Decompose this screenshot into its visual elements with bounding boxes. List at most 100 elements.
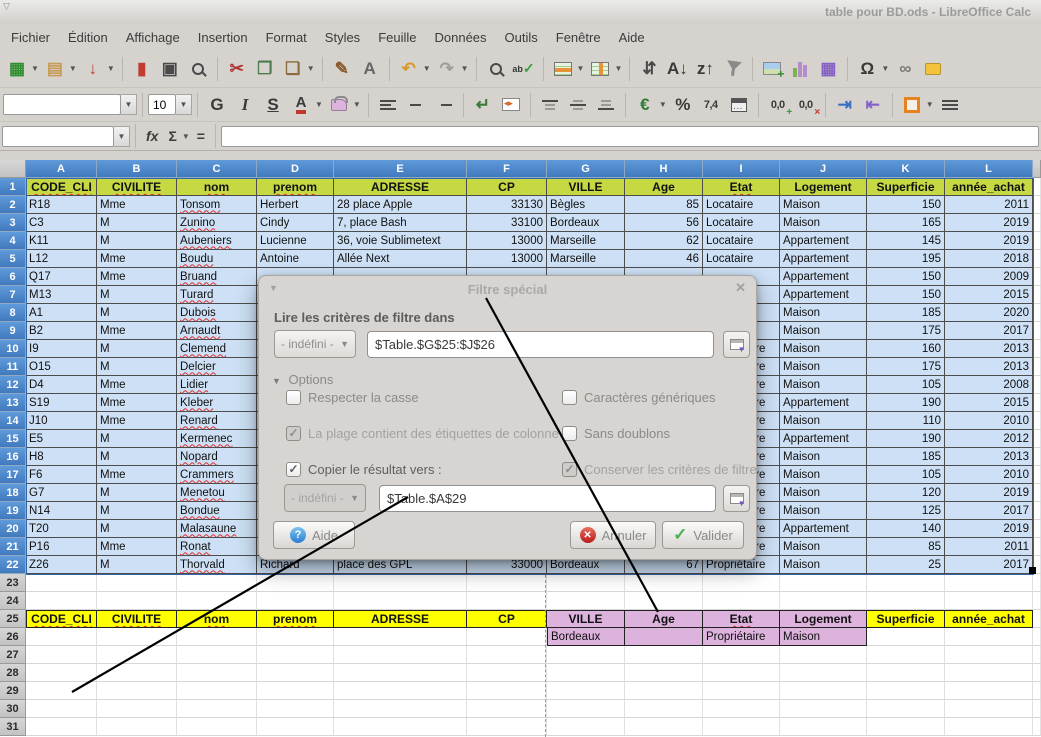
cell[interactable]: 2019 — [945, 232, 1033, 250]
cell[interactable]: 185 — [867, 304, 945, 322]
cell[interactable] — [177, 700, 257, 718]
dialog-rollup-icon[interactable]: ▼ — [269, 283, 278, 293]
row-header-21[interactable]: 21 — [0, 538, 26, 556]
wrap-text-icon[interactable]: ↵ — [475, 94, 490, 114]
cell[interactable]: Renard — [177, 412, 257, 430]
cell[interactable]: Appartement — [780, 430, 867, 448]
cell[interactable]: 175 — [867, 322, 945, 340]
cell[interactable]: 2013 — [945, 340, 1033, 358]
menu-fichier[interactable]: Fichier — [11, 29, 51, 45]
menu-feuille[interactable]: Feuille — [378, 29, 417, 45]
cell[interactable] — [1033, 664, 1041, 682]
cell[interactable]: année_achat — [945, 610, 1033, 628]
cell[interactable]: Maison — [780, 628, 867, 646]
criteria-range-preset-select[interactable]: - indéfini - ▼ — [274, 330, 356, 358]
cell[interactable]: 2017 — [945, 556, 1033, 574]
cell[interactable] — [1033, 412, 1041, 430]
bold-icon[interactable]: G — [210, 94, 224, 114]
cell[interactable]: Bordeaux — [547, 214, 625, 232]
comment-icon[interactable] — [920, 56, 946, 82]
cell[interactable]: CIVILITE — [97, 610, 177, 628]
cell[interactable]: Maison — [780, 556, 867, 574]
cell[interactable]: 105 — [867, 376, 945, 394]
cell[interactable] — [1033, 430, 1041, 448]
cell[interactable] — [26, 664, 97, 682]
undo-dropdown-icon[interactable]: ▼ — [422, 64, 431, 73]
cell[interactable] — [867, 664, 945, 682]
cell[interactable]: G7 — [26, 484, 97, 502]
insert-image-icon[interactable] — [759, 56, 785, 82]
cell[interactable] — [625, 646, 703, 664]
clear-formatting-icon[interactable]: A — [363, 58, 376, 78]
cell[interactable] — [945, 646, 1033, 664]
cell[interactable]: 2015 — [945, 286, 1033, 304]
cell[interactable]: Mme — [97, 250, 177, 268]
cell[interactable] — [177, 592, 257, 610]
sort-icon[interactable]: ⇵ — [642, 58, 657, 78]
cell[interactable]: L12 — [26, 250, 97, 268]
cell[interactable] — [703, 592, 780, 610]
checkbox-icon[interactable] — [562, 390, 577, 405]
cell[interactable] — [945, 574, 1033, 592]
cell[interactable]: Maison — [780, 358, 867, 376]
ok-button[interactable]: ✓ Valider — [662, 521, 744, 549]
equals-icon[interactable]: = — [196, 128, 205, 144]
cell[interactable]: Mme — [97, 268, 177, 286]
special-character-dropdown-icon[interactable]: ▼ — [881, 64, 890, 73]
cell[interactable] — [1033, 448, 1041, 466]
cell[interactable]: Locataire — [703, 250, 780, 268]
cell[interactable] — [625, 592, 703, 610]
cell[interactable] — [703, 646, 780, 664]
font-size-dropdown-icon[interactable]: ▼ — [176, 94, 192, 115]
cell[interactable]: Age — [625, 178, 703, 196]
cell[interactable] — [945, 592, 1033, 610]
cell[interactable]: Locataire — [703, 196, 780, 214]
new-icon[interactable]: ▦ — [8, 58, 26, 78]
cell[interactable]: Menetou — [177, 484, 257, 502]
spelling-icon[interactable]: ab ✓ — [512, 60, 535, 76]
cell[interactable] — [1033, 592, 1041, 610]
cell[interactable]: 2019 — [945, 484, 1033, 502]
cell[interactable]: Cindy — [257, 214, 334, 232]
cell[interactable]: Appartement — [780, 286, 867, 304]
cell[interactable] — [1033, 538, 1041, 556]
cell[interactable] — [177, 646, 257, 664]
cell[interactable] — [257, 664, 334, 682]
cell[interactable]: 46 — [625, 250, 703, 268]
delete-decimal-icon[interactable]: 0,0 × — [798, 98, 820, 118]
cell[interactable]: Dubois — [177, 304, 257, 322]
cell[interactable] — [467, 700, 547, 718]
cell[interactable]: Ronat — [177, 538, 257, 556]
checkbox-sans-doublons[interactable]: Sans doublons — [562, 426, 670, 441]
cell[interactable] — [257, 700, 334, 718]
row-header-23[interactable]: 23 — [0, 574, 26, 592]
cell[interactable]: Mme — [97, 196, 177, 214]
align-right-icon[interactable] — [431, 92, 457, 118]
checkbox-icon[interactable] — [562, 426, 577, 441]
col-header-A[interactable]: A — [26, 160, 97, 178]
cell[interactable]: Bondue — [177, 502, 257, 520]
center-vertically-icon[interactable] — [565, 92, 591, 118]
cell[interactable] — [1033, 466, 1041, 484]
cell[interactable]: M — [97, 214, 177, 232]
formula-input[interactable] — [220, 125, 1039, 147]
cell[interactable] — [780, 574, 867, 592]
cell[interactable]: H8 — [26, 448, 97, 466]
cell[interactable]: 28 place Apple — [334, 196, 467, 214]
cell[interactable] — [1033, 502, 1041, 520]
cell[interactable] — [177, 664, 257, 682]
cell[interactable] — [703, 574, 780, 592]
cell[interactable] — [334, 682, 467, 700]
cut-icon[interactable]: ✂ — [229, 58, 244, 78]
clone-formatting-icon[interactable]: ✎ — [334, 58, 349, 78]
cell[interactable] — [1033, 178, 1041, 196]
cell[interactable]: M — [97, 430, 177, 448]
cell[interactable] — [467, 628, 547, 646]
cell[interactable]: 2020 — [945, 304, 1033, 322]
cell[interactable]: 2013 — [945, 358, 1033, 376]
cell[interactable] — [334, 574, 467, 592]
cell[interactable]: Maison — [780, 304, 867, 322]
cell[interactable]: M13 — [26, 286, 97, 304]
cell[interactable] — [625, 574, 703, 592]
row-header-14[interactable]: 14 — [0, 412, 26, 430]
